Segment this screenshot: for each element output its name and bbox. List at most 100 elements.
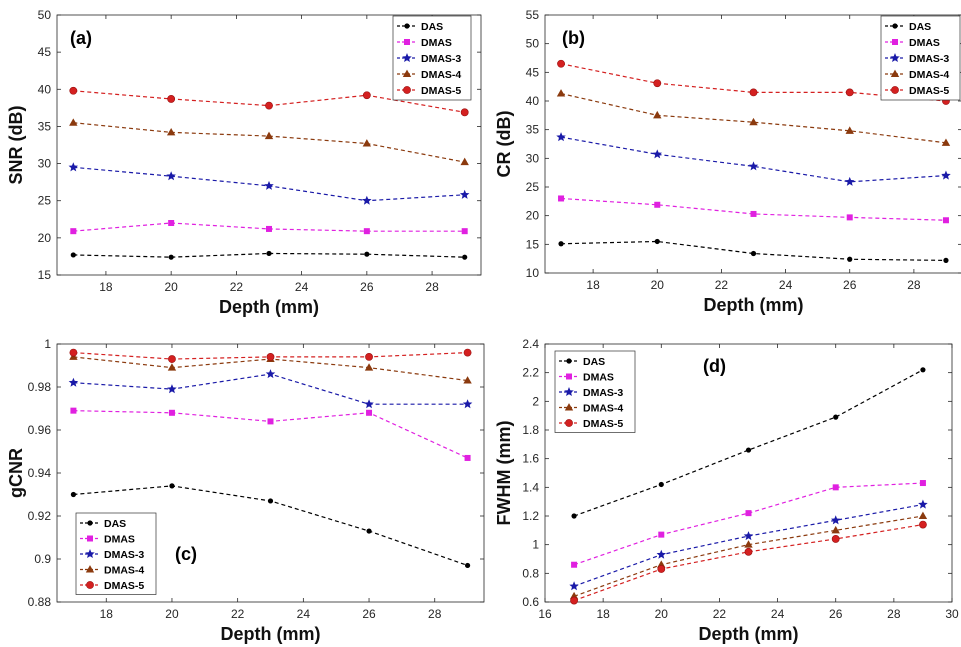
series-dmas-5: DMAS-5: 17, 39.8 DMAS-5: 20, 38.7 DMAS-5: …: [69, 86, 469, 117]
x-axis-label: Depth (mm): [704, 295, 804, 315]
data-point-dmas-3: DMAS-3: 17, 0.71: [569, 581, 579, 591]
y-tick-label: 50: [526, 37, 540, 51]
data-point-dmas: DMAS: 23, 0.964: [267, 418, 274, 425]
y-tick-label: 50: [38, 8, 52, 22]
data-point-dmas: DMAS: 29, 19.2: [942, 217, 949, 224]
x-tick-label: 26: [843, 278, 857, 292]
series-line-dmas-4: [560, 92, 947, 144]
legend-label: DAS: [421, 21, 443, 33]
panel-label: (c): [175, 544, 197, 564]
legend-marker: [564, 403, 574, 411]
data-point-dmas: DMAS: 29, 20.9: [461, 228, 468, 235]
series-dmas-5: DMAS-5: 17, 0.996 DMAS-5: 20, 0.993 DMAS-5…: [69, 348, 472, 363]
series-line-dmas: [561, 197, 946, 221]
data-point-das: DAS: 23, 13.4: [750, 250, 757, 257]
legend-label: DAS: [909, 21, 931, 33]
data-point-dmas-3: DMAS-3: 17, 0.982: [68, 377, 79, 387]
legend-label: DMAS-3: [583, 387, 623, 399]
data-point-dmas-5: DMAS-5: 23, 0.95: [744, 547, 753, 556]
data-point-dmas-3: DMAS-3: 23, 0.986: [265, 369, 276, 379]
legend-marker: [86, 581, 94, 589]
legend-label: DMAS: [104, 534, 135, 546]
legend-marker: [404, 23, 410, 29]
y-tick-label: 15: [38, 268, 52, 282]
data-point-dmas-5: DMAS-5: 29, 36.9: [460, 108, 469, 117]
y-tick-label: 0.6: [522, 595, 539, 609]
legend-label: DMAS-3: [104, 549, 144, 561]
chart-panel-4: 16 18 20 22 24 26 28 30 0.6 0.8 1 1.2 1.4 1.6 1.8 2 2.2 2…: [494, 337, 959, 644]
legend-marker: [890, 69, 900, 77]
data-point-dmas-4: DMAS-4: 29, 30.2: [460, 157, 469, 166]
data-point-das: DAS: 17, 15.1: [558, 241, 564, 247]
data-point-dmas-4: DMAS-4: 26, 34.8: [845, 126, 854, 134]
data-point-das: DAS: 17, 0.93: [70, 491, 77, 498]
data-point-dmas-5: DMAS-5: 23, 0.994: [266, 352, 275, 361]
series-dmas-3: DMAS-3: 17, 29.5 DMAS-3: 20, 28.3 DMAS-3: …: [68, 162, 470, 205]
legend-label: DAS: [583, 356, 605, 368]
x-tick-label: 20: [165, 607, 179, 621]
data-point-dmas-4: DMAS-4: 29, 0.983: [463, 376, 472, 384]
data-point-dmas-4: DMAS-4: 26, 1.1: [831, 525, 840, 534]
series-line-das: [561, 240, 946, 261]
legend-label: DMAS: [421, 37, 452, 49]
panel-label: (b): [562, 28, 585, 48]
legend-marker: [404, 39, 410, 45]
legend-label: DMAS-4: [421, 69, 461, 81]
legend-label: DMAS-5: [583, 418, 623, 430]
data-point-dmas-5: DMAS-5: 17, 46.5: [557, 59, 565, 68]
legend-label: DMAS: [583, 372, 614, 384]
x-tick-label: 20: [164, 280, 178, 294]
y-tick-label: 2.2: [522, 366, 539, 380]
x-tick-label: 26: [829, 607, 843, 621]
data-point-dmas: DMAS: 17, 0.86: [571, 561, 578, 568]
y-tick-label: 35: [38, 119, 52, 133]
data-point-dmas-4: DMAS-4: 29, 1.2: [918, 511, 928, 519]
y-tick-label: 1.6: [522, 452, 539, 466]
data-point-dmas-4: DMAS-4: 26, 32.7: [362, 139, 372, 147]
data-point-dmas-4: DMAS-4: 23, 36.3: [749, 117, 758, 126]
legend-marker: [87, 520, 93, 526]
data-point-dmas-5: DMAS-5: 20, 38.7: [167, 95, 176, 103]
data-point-dmas-5: DMAS-5: 26, 0.994: [365, 352, 373, 361]
data-point-dmas-3: DMAS-3: 23, 27: [264, 180, 274, 190]
legend-marker: [890, 53, 900, 63]
legend-label: DMAS-5: [909, 85, 949, 97]
data-point-dmas-4: DMAS-4: 17, 41.3: [556, 89, 566, 97]
data-point-dmas: DMAS: 26, 0.968: [366, 409, 373, 416]
legend-marker: [565, 419, 573, 427]
data-point-dmas-5: DMAS-5: 17, 0.996: [69, 348, 78, 357]
data-point-dmas-4: DMAS-4: 23, 33.7: [264, 131, 274, 140]
data-point-dmas-4: DMAS-4: 20, 37.5: [653, 110, 662, 119]
x-tick-label: 28: [428, 607, 442, 621]
y-tick-label: 0.94: [28, 466, 52, 480]
legend-label: DMAS-3: [909, 53, 949, 65]
legend-label: DMAS-4: [909, 69, 949, 81]
data-point-das: DAS: 23, 0.927: [267, 498, 274, 504]
series-das: DAS: 17, 0.93 DAS: 20, 0.934 DAS: 23, 0.92…: [70, 483, 471, 569]
data-point-dmas-5: DMAS-5: 20, 43.1: [653, 79, 662, 88]
data-point-das: DAS: 29, 12.2: [943, 257, 949, 263]
data-point-dmas: DMAS: 17, 0.969: [70, 407, 77, 414]
series-dmas-4: DMAS-4: 17, 35.5 DMAS-4: 20, 34.2 DMAS-4: …: [69, 118, 469, 166]
chart-panel-1: 18 20 22 24 26 28 15 20 25 30 35 40 45 50 Depth (mm) SN…: [6, 8, 482, 317]
data-point-dmas-3: DMAS-3: 20, 0.93: [656, 549, 667, 559]
data-point-das: DAS: 17, 1.2: [571, 513, 577, 519]
legend-label: DMAS-4: [104, 565, 144, 577]
y-axis-label: CR (dB): [494, 111, 514, 178]
legend-marker: [566, 358, 572, 364]
legend: DAS DMAS DMAS-3 DMAS-4 DMAS-5: [554, 350, 636, 433]
x-tick-label: 28: [907, 278, 921, 292]
data-point-dmas-4: DMAS-4: 20, 0.989: [167, 363, 177, 371]
legend-marker: [87, 535, 93, 542]
data-point-dmas-3: DMAS-3: 20, 28.3: [166, 171, 176, 181]
data-point-dmas: DMAS: 17, 23: [558, 195, 565, 202]
legend: DAS DMAS DMAS-3 DMAS-4 DMAS-5: [75, 512, 157, 595]
data-point-das: DAS: 20, 17.4: [168, 254, 174, 260]
series-line-das: [73, 252, 465, 258]
y-tick-label: 20: [526, 209, 540, 223]
data-point-dmas-4: DMAS-4: 17, 35.5: [69, 118, 78, 126]
data-point-dmas-3: DMAS-3: 29, 1.28: [918, 499, 928, 509]
data-point-dmas-3: DMAS-3: 20, 0.979: [167, 384, 177, 394]
legend-label: DMAS-3: [421, 53, 461, 65]
